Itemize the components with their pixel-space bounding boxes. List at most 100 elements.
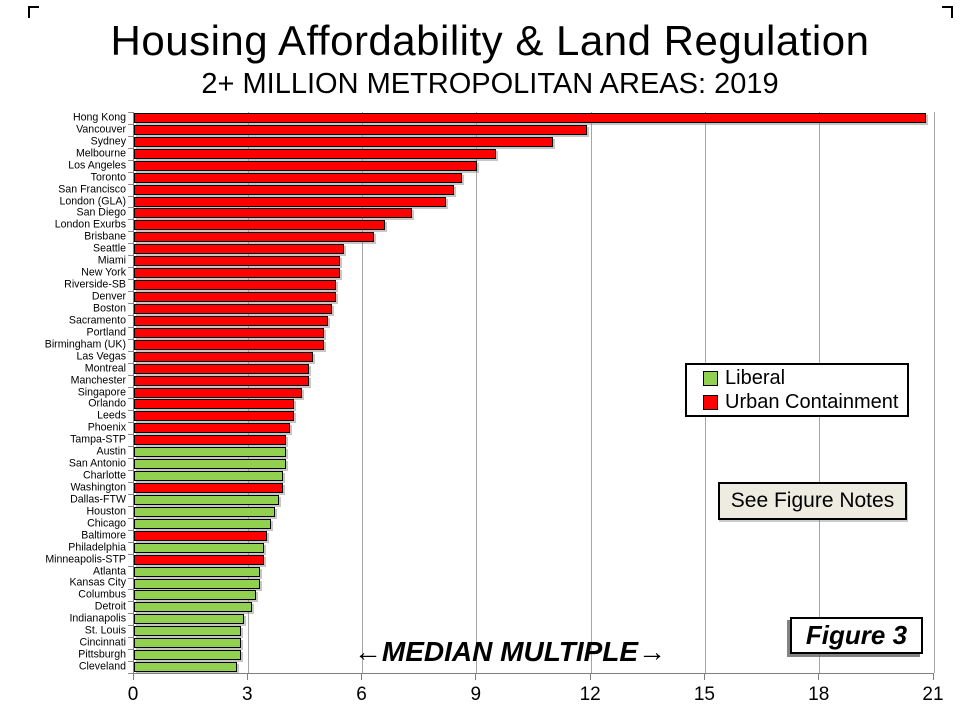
x-axis-tick — [475, 673, 477, 680]
y-axis-label-columbus: Columbus — [78, 588, 126, 601]
y-axis-label-austin: Austin — [96, 445, 126, 458]
x-axis-tick-label: 18 — [808, 684, 830, 705]
y-axis-tick — [128, 625, 133, 627]
gridline-x-6 — [362, 112, 364, 673]
x-axis-tick — [246, 673, 248, 680]
y-axis-label-san-francisco: San Francisco — [58, 183, 126, 196]
bar-cincinnati — [134, 638, 241, 649]
bar-portland — [134, 327, 325, 338]
y-axis-label-sydney: Sydney — [90, 135, 126, 148]
y-axis-tick — [128, 458, 133, 460]
y-axis-tick — [128, 637, 133, 639]
y-axis-tick — [128, 123, 133, 125]
bar-las-vegas — [134, 351, 314, 362]
y-axis-label-new-york: New York — [81, 266, 126, 279]
y-axis-label-cincinnati: Cincinnati — [79, 636, 126, 649]
y-axis-tick — [128, 577, 133, 579]
see-figure-notes-button[interactable]: See Figure Notes — [718, 482, 907, 520]
bar-los-angeles — [134, 160, 477, 171]
y-axis-tick — [128, 219, 133, 221]
y-axis-label-singapore: Singapore — [77, 386, 126, 398]
bar-vancouver — [134, 124, 588, 135]
legend-label: Urban Containment — [725, 391, 899, 413]
y-axis-label-boston: Boston — [93, 302, 126, 315]
bar-pittsburgh — [134, 650, 241, 661]
y-axis-tick — [128, 493, 133, 495]
y-axis-label-tampa-stp: Tampa-STP — [70, 433, 126, 446]
y-axis-label-baltimore: Baltimore — [81, 529, 126, 542]
y-axis-tick — [128, 601, 133, 603]
bar-birmingham-uk- — [134, 339, 325, 350]
bar-singapore — [134, 387, 302, 398]
frame-corner-mark-left — [28, 6, 39, 18]
y-axis-tick — [128, 231, 133, 233]
bar-houston — [134, 506, 275, 517]
y-axis-tick — [128, 255, 133, 257]
y-axis-label-leeds: Leeds — [97, 409, 126, 422]
bar-leeds — [134, 411, 294, 422]
x-axis-tick — [589, 673, 591, 680]
x-axis-tick-label: 12 — [579, 684, 601, 705]
y-axis-tick — [128, 434, 133, 436]
y-axis-tick — [128, 589, 133, 591]
y-axis-label-houston: Houston — [86, 505, 126, 518]
x-axis-tick-label: 0 — [127, 684, 139, 705]
frame-corner-mark-right — [942, 6, 953, 18]
y-axis-label-san-diego: San Diego — [76, 206, 126, 219]
y-axis-tick — [128, 541, 133, 543]
y-axis-tick — [128, 613, 133, 615]
bar-toronto — [134, 172, 462, 183]
y-axis-label-manchester: Manchester — [70, 374, 126, 387]
legend-item-liberal: Liberal — [703, 367, 907, 389]
bar-washington — [134, 483, 283, 494]
y-axis-label-cleveland: Cleveland — [78, 660, 126, 673]
bar-phoenix — [134, 423, 291, 434]
bar-brisbane — [134, 232, 374, 243]
x-axis-tick — [132, 673, 134, 680]
y-axis-tick — [128, 112, 133, 113]
y-axis-tick — [128, 565, 133, 567]
y-axis-tick — [128, 279, 133, 281]
y-axis-tick — [128, 529, 133, 531]
bar-denver — [134, 292, 336, 303]
y-axis-label-brisbane: Brisbane — [84, 230, 126, 243]
x-axis-tick — [818, 673, 820, 680]
gridline-x-12 — [590, 112, 592, 673]
bar-sacramento — [134, 315, 329, 326]
bar-london-gla- — [134, 196, 447, 207]
y-axis-tick — [128, 314, 133, 316]
bar-sydney — [134, 136, 554, 147]
y-axis-tick — [128, 649, 133, 651]
bar-st-louis — [134, 626, 241, 637]
y-axis-label-london-gla-: London (GLA) — [59, 195, 126, 208]
y-axis-label-indianapolis: Indianapolis — [69, 612, 126, 625]
y-axis-tick — [128, 362, 133, 364]
y-axis-label-london-exurbs: London Exurbs — [54, 218, 126, 231]
bar-kansas-city — [134, 578, 260, 589]
y-axis-tick — [128, 350, 133, 352]
bar-new-york — [134, 268, 340, 279]
bar-san-antonio — [134, 459, 287, 470]
y-axis-tick — [128, 183, 133, 185]
y-axis-label-vancouver: Vancouver — [76, 123, 126, 136]
y-axis-tick — [128, 374, 133, 376]
bar-orlando — [134, 399, 294, 410]
y-axis-tick — [128, 661, 133, 663]
figure-number-badge: Figure 3 — [790, 617, 923, 654]
y-axis-tick — [128, 422, 133, 424]
x-axis-tick-label: 3 — [241, 684, 253, 705]
bar-melbourne — [134, 148, 496, 159]
urban-containment-swatch-icon — [703, 394, 718, 410]
x-axis-tick-label: 15 — [693, 684, 715, 705]
bar-minneapolis-stp — [134, 554, 264, 565]
x-axis-tick-label: 21 — [922, 684, 944, 705]
y-axis-tick — [128, 267, 133, 269]
page-subtitle: 2+ MILLION METROPOLITAN AREAS: 2019 — [201, 68, 779, 100]
bar-boston — [134, 303, 333, 314]
y-axis-label-montreal: Montreal — [84, 362, 126, 375]
y-axis-label-washington: Washington — [70, 481, 126, 494]
bar-tampa-stp — [134, 435, 287, 446]
gridline-x-9 — [476, 112, 478, 673]
y-axis-label-detroit: Detroit — [94, 600, 126, 613]
y-axis-label-chicago: Chicago — [87, 517, 126, 530]
